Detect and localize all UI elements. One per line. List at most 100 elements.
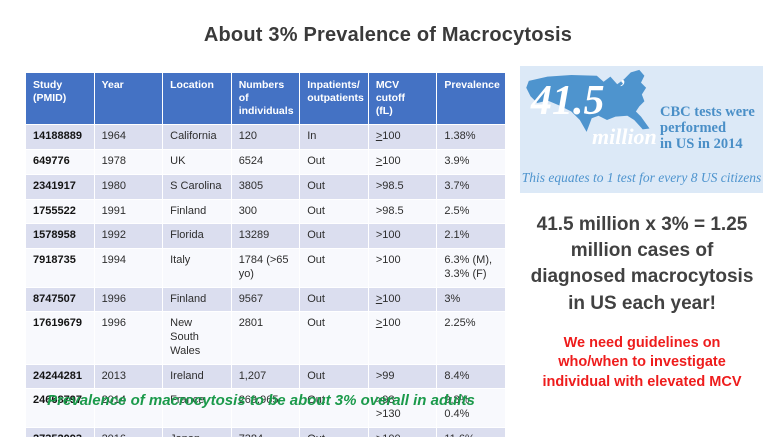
table-cell: >100 xyxy=(367,223,438,250)
study-pmid-cell: 24668797 xyxy=(25,388,95,428)
study-pmid-cell: 14188889 xyxy=(25,124,95,151)
study-pmid-cell: 1578958 xyxy=(25,223,95,250)
table-cell: >100 xyxy=(367,311,438,365)
table-row: 649776 1978 UK 6524 Out >100 3.9% xyxy=(25,149,506,175)
table-column-header: Location xyxy=(162,71,232,126)
table-cell: 13289 xyxy=(230,223,301,250)
study-pmid-cell: 649776 xyxy=(25,149,95,175)
table-cell: 1994 xyxy=(93,248,164,288)
table-row: 24668797 2014 France 269,965 Out >98 >130 9.8% 0… xyxy=(25,388,506,428)
table-cell: 11.6% xyxy=(436,426,506,437)
study-pmid-cell: 7918735 xyxy=(25,248,95,288)
table-cell: >100 xyxy=(367,124,438,151)
table-body: 14188889 1964 California 120 In >100 1.38% 6497… xyxy=(25,124,506,437)
table-cell: 1996 xyxy=(93,311,164,365)
study-pmid-cell: 27352093 xyxy=(25,426,95,437)
table-cell: 2801 xyxy=(230,311,301,365)
table-cell: Ireland xyxy=(162,363,232,390)
table-column-header: Numbers of individuals xyxy=(230,71,301,126)
table-cell: 1980 xyxy=(93,173,164,200)
table-cell: 1992 xyxy=(93,223,164,250)
table-cell: UK xyxy=(162,149,232,175)
table-cell: 1784 (>65 yo) xyxy=(230,248,301,288)
table-row: 1578958 1992 Florida 13289 Out >100 2.1% xyxy=(25,223,506,250)
table-cell: >100 xyxy=(367,426,438,437)
table-row: 8747507 1996 Finland 9567 Out >100 3% xyxy=(25,286,506,313)
table-cell: Florida xyxy=(162,223,232,250)
table-cell: 9567 xyxy=(230,286,301,313)
table-cell: >98 >130 xyxy=(367,388,438,428)
table-row: 1755522 1991 Finland 300 Out >98.5 2.5% xyxy=(25,198,506,225)
study-pmid-cell: 17619679 xyxy=(25,311,95,365)
table-column-header: Year xyxy=(93,71,164,126)
table-column-header: Inpatients/outpatients xyxy=(299,71,369,126)
table-cell: 120 xyxy=(230,124,301,151)
table-cell: Out xyxy=(299,286,369,313)
table-header-row: Study (PMID) Year Location Numbers of individ… xyxy=(25,71,506,126)
page-title: About 3% Prevalence of Macrocytosis xyxy=(203,24,573,46)
table-cell: >99 xyxy=(367,363,438,390)
table-column-header: MCV cutoff (fL) xyxy=(367,71,438,126)
table-cell: Out xyxy=(299,173,369,200)
table-cell: Out xyxy=(299,223,369,250)
big-number: 41.5 xyxy=(531,78,605,124)
table-cell: 2013 xyxy=(93,363,164,390)
table-cell: >100 xyxy=(367,248,438,288)
table-cell: 1.38% xyxy=(436,124,506,151)
table-column-header: Prevalence xyxy=(436,71,506,126)
table-row: 14188889 1964 California 120 In >100 1.38% xyxy=(25,124,506,151)
study-table: Study (PMID) Year Location Numbers of individ… xyxy=(25,71,506,437)
table-cell: 1996 xyxy=(93,286,164,313)
table-cell: Italy xyxy=(162,248,232,288)
table-cell: 7384 xyxy=(230,426,301,437)
calculation-text: 41.5 million x 3% = 1.25 million cases o… xyxy=(530,214,754,314)
table-cell: 2016 xyxy=(93,426,164,437)
table-cell: 1978 xyxy=(93,149,164,175)
table-cell: In xyxy=(299,124,369,151)
table-cell: Out xyxy=(299,388,369,428)
table-row: 24244281 2013 Ireland 1,207 Out >99 8.4% xyxy=(25,363,506,390)
study-pmid-cell: 24244281 xyxy=(25,363,95,390)
table-row: 7918735 1994 Italy 1784 (>65 yo) Out >100 6.3%… xyxy=(25,248,506,288)
table-cell: Japan xyxy=(162,426,232,437)
study-pmid-cell: 8747507 xyxy=(25,286,95,313)
table-cell: >98.5 xyxy=(367,198,438,225)
table-cell: >98.5 xyxy=(367,173,438,200)
table-row: 17619679 1996 New South Wales 2801 Out >100 2.… xyxy=(25,311,506,365)
table-cell: Out xyxy=(299,198,369,225)
table-cell: Finland xyxy=(162,286,232,313)
us-map-icon: ’ xyxy=(526,69,650,132)
table-cell: 300 xyxy=(230,198,301,225)
table-cell: 3.7% xyxy=(436,173,506,200)
table-cell: S Carolina xyxy=(162,173,232,200)
study-pmid-cell: 2341917 xyxy=(25,173,95,200)
table-cell: 2.1% xyxy=(436,223,506,250)
table-cell: 3.9% xyxy=(436,149,506,175)
table-cell: 9.8% 0.4% xyxy=(436,388,506,428)
infographic-headline: CBC tests were performed in US in 2014 xyxy=(660,104,755,153)
table-cell: Out xyxy=(299,248,369,288)
table-row: 2341917 1980 S Carolina 3805 Out >98.5 3.7% xyxy=(25,173,506,200)
table-cell: 1964 xyxy=(93,124,164,151)
study-pmid-cell: 1755522 xyxy=(25,198,95,225)
table-cell: Out xyxy=(299,426,369,437)
table-cell: 2.5% xyxy=(436,198,506,225)
table-cell: 1991 xyxy=(93,198,164,225)
table-cell: Out xyxy=(299,363,369,390)
table-cell: 1,207 xyxy=(230,363,301,390)
table-cell: 8.4% xyxy=(436,363,506,390)
table-cell: 6.3% (M), 3.3% (F) xyxy=(436,248,506,288)
guideline-warning-text: We need guidelines on who/when to invest… xyxy=(542,335,742,390)
table-footnote: Prevalence of macrocytosis to be about 3… xyxy=(47,392,475,409)
table-row: 273520932016Japan7384Out>10011.6% xyxy=(25,426,506,437)
table-cell: California xyxy=(162,124,232,151)
table-cell: New South Wales xyxy=(162,311,232,365)
lake-notch-mark: ’ xyxy=(617,76,625,102)
table-cell: 3% xyxy=(436,286,506,313)
infographic-caption: This equates to 1 test for every 8 US ci… xyxy=(521,170,762,185)
big-number-unit: million xyxy=(592,124,657,149)
table-cell: 3805 xyxy=(230,173,301,200)
table-cell: 2.25% xyxy=(436,311,506,365)
table-cell: Finland xyxy=(162,198,232,225)
cbc-infographic-panel: ’ 41.5 million CBC tests were performed … xyxy=(520,66,763,193)
